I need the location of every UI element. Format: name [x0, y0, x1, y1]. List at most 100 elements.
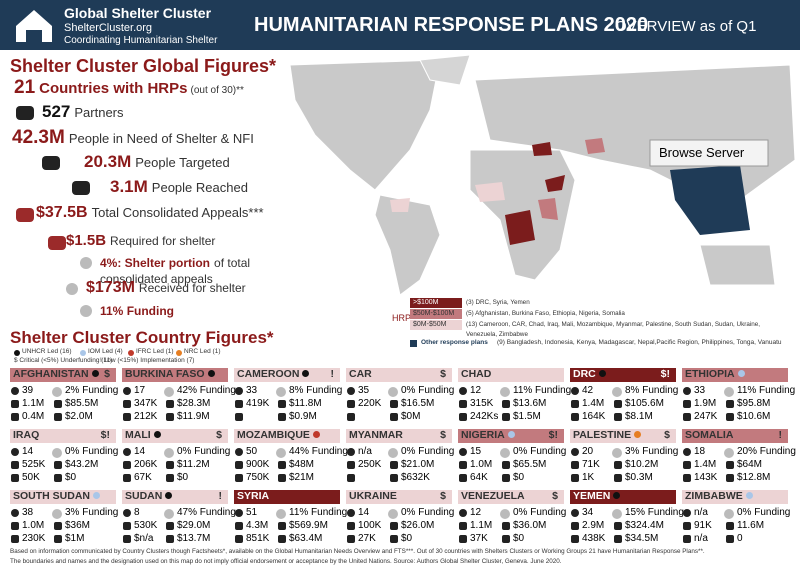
reached-icon	[459, 535, 467, 543]
country-name: CAR	[349, 368, 372, 380]
country-card: UKRAINE $14 0% Funding 100K $26.0M 27K $0	[346, 490, 454, 548]
figure-value: 21	[14, 77, 36, 98]
required: $65.5M	[513, 459, 547, 470]
funding-pie	[724, 448, 734, 458]
country-card: ETHIOPIA 33 11% Funding 1.9M $95.8M 247K $10.6…	[682, 368, 795, 426]
legend-tier-label: $0M-$50M	[413, 321, 447, 328]
card-flags: !	[330, 368, 335, 380]
partners-icon	[571, 387, 579, 395]
card-header: MALI $	[122, 429, 228, 443]
figure-value: 3.1M	[110, 177, 148, 196]
received: $8.1M	[625, 411, 653, 422]
card-header: SOUTH SUDAN	[10, 490, 116, 504]
card-header: ETHIOPIA	[682, 368, 788, 382]
reached-icon	[347, 474, 355, 482]
received-icon	[54, 413, 62, 421]
country-name: ZIMBABWE	[685, 490, 743, 502]
lead-dot	[207, 370, 215, 377]
card-flags: $!	[660, 368, 670, 380]
funding: 0% Funding	[65, 446, 119, 457]
figure-note: (out of 30)**	[190, 85, 244, 96]
partners: n/a	[694, 507, 708, 518]
global-figure: 11% Funding	[100, 303, 270, 319]
partners: 50	[246, 446, 258, 457]
figure-label: Partners	[74, 105, 124, 120]
country-name: NIGERIA	[461, 429, 505, 441]
reached-icon	[683, 474, 691, 482]
legend-text: IFRC Led (1)	[136, 348, 174, 355]
legend-dot	[80, 350, 86, 356]
partners: 15	[470, 446, 482, 457]
footer-line: The boundaries and names and the designa…	[10, 558, 562, 565]
reached: 67K	[134, 472, 152, 483]
received-icon	[54, 535, 62, 543]
funding: 11% Funding	[737, 385, 796, 396]
received-icon	[166, 413, 174, 421]
country-name: CAMEROON	[237, 368, 300, 380]
partners: 35	[358, 385, 370, 396]
global-title: Shelter Cluster Global Figures*	[10, 56, 277, 76]
partners: 14	[22, 446, 34, 457]
legend-dot	[14, 350, 20, 356]
country-name: MOZAMBIQUE	[237, 429, 310, 441]
targeted-icon	[571, 400, 579, 408]
reached-icon	[347, 413, 355, 421]
reached: n/a	[694, 533, 708, 544]
figure-value: 527	[42, 102, 71, 121]
lead-dot	[737, 370, 745, 377]
required: $28.3M	[177, 398, 211, 409]
legend-other-text: (9) Bangladesh, Indonesia, Kenya, Madaga…	[497, 339, 782, 346]
targeted-icon	[459, 522, 467, 530]
funding: 3% Funding	[625, 446, 679, 457]
required-icon	[502, 400, 510, 408]
required: $85.5M	[65, 398, 99, 409]
country-name: YEMEN	[573, 490, 611, 502]
targeted-icon	[235, 461, 243, 469]
figure-icon	[16, 106, 34, 120]
targeted-icon	[571, 461, 579, 469]
figure-icon	[16, 208, 34, 222]
legend-swatch	[410, 309, 462, 319]
country-card: SOUTH SUDAN 38 3% Funding 1.0M $36M 230K $1M	[10, 490, 118, 548]
legend-tier-label: >$100M	[413, 299, 439, 306]
received-icon	[54, 474, 62, 482]
funding: 20% Funding	[737, 446, 796, 457]
lead-dot	[93, 492, 101, 499]
country-name: SUDAN	[125, 490, 163, 502]
global-figure: 21 Countries with HRPs (out of 30)**	[14, 78, 270, 97]
figure-value: $1.5B	[66, 232, 107, 249]
org-tagline: Coordinating Humanitarian Shelter	[64, 35, 218, 46]
required: $64M	[737, 459, 763, 470]
funding: 0% Funding	[401, 446, 455, 457]
figure-value: 42.3M	[12, 127, 65, 148]
received: $21M	[289, 472, 315, 483]
funding-pie	[276, 448, 286, 458]
country-name: PALESTINE	[573, 429, 632, 441]
partners: 38	[22, 507, 34, 518]
country-card: YEMEN 34 15% Funding 2.9M $324.4M 438K $34.5M	[570, 490, 684, 548]
legend-text: IOM Led (4)	[88, 348, 123, 355]
legend-swatch	[410, 298, 462, 308]
partners: 51	[246, 507, 258, 518]
required-icon	[614, 522, 622, 530]
targeted-icon	[459, 400, 467, 408]
targeted: 525K	[22, 459, 46, 470]
targeted: 4.3M	[246, 520, 269, 531]
partners-icon	[235, 448, 243, 456]
main-title: HUMANITARIAN RESPONSE PLANS 2020	[254, 14, 649, 36]
partners-icon	[459, 448, 467, 456]
country-name: VENEZUELA	[461, 490, 525, 502]
card-header: YEMEN	[570, 490, 676, 504]
country-card: MYANMAR $ n/a 0% Funding 250K $21.0M $632K	[346, 429, 455, 487]
required-icon	[390, 522, 398, 530]
legend-tier-label: $50M-$100M	[413, 310, 455, 317]
received-icon	[726, 474, 734, 482]
funding: 11% Funding	[289, 507, 348, 518]
funding-pie	[52, 509, 62, 519]
reached: 64K	[470, 472, 488, 483]
legend-other-label: Other response plans	[421, 339, 488, 346]
country-name: MALI	[125, 429, 151, 441]
targeted-icon	[11, 522, 19, 530]
figure-label: Received for shelter	[138, 281, 246, 295]
